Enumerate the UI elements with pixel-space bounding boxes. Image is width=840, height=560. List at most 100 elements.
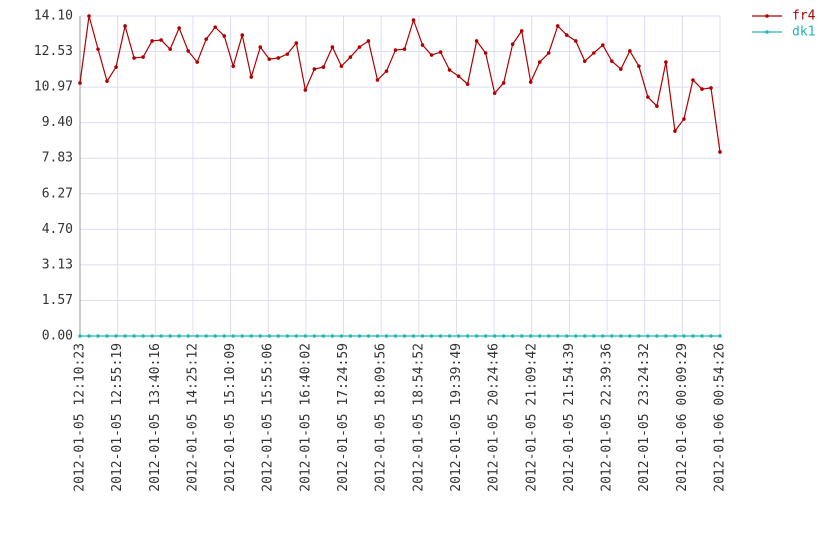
data-point bbox=[168, 47, 172, 51]
data-point bbox=[141, 55, 145, 59]
data-point bbox=[105, 334, 109, 338]
legend-label: dk1 bbox=[792, 25, 815, 40]
data-point bbox=[150, 39, 154, 43]
data-point bbox=[78, 81, 82, 85]
data-point bbox=[204, 37, 208, 41]
data-point bbox=[294, 41, 299, 45]
data-point bbox=[655, 334, 659, 338]
data-point bbox=[691, 78, 695, 82]
x-tick-label: 2012-01-05 13:40:16 bbox=[148, 343, 163, 492]
data-point bbox=[592, 334, 596, 338]
data-point bbox=[267, 57, 272, 61]
data-point bbox=[447, 68, 452, 72]
data-point bbox=[465, 334, 470, 338]
x-tick-label: 2012-01-05 12:55:19 bbox=[110, 343, 125, 492]
data-point bbox=[519, 334, 524, 338]
x-tick-label: 2012-01-05 21:09:42 bbox=[524, 343, 539, 492]
data-point bbox=[610, 59, 614, 63]
data-point bbox=[384, 69, 389, 73]
data-point bbox=[564, 334, 569, 338]
data-point bbox=[429, 334, 434, 338]
data-point bbox=[628, 334, 632, 338]
data-point bbox=[366, 39, 371, 43]
data-point bbox=[186, 49, 190, 53]
data-point bbox=[249, 75, 254, 79]
data-point bbox=[510, 334, 515, 338]
data-point bbox=[628, 49, 632, 53]
data-point bbox=[348, 334, 353, 338]
x-tick-label: 2012-01-05 19:39:49 bbox=[449, 343, 464, 492]
data-point bbox=[195, 60, 199, 64]
y-tick-label: 6.27 bbox=[42, 186, 73, 201]
data-point bbox=[87, 14, 91, 18]
data-point bbox=[357, 45, 362, 49]
data-point bbox=[718, 150, 722, 154]
data-point bbox=[601, 43, 605, 47]
data-point bbox=[330, 45, 335, 49]
data-point bbox=[267, 334, 272, 338]
data-point bbox=[402, 334, 407, 338]
data-point bbox=[285, 334, 290, 338]
x-tick-label: 2012-01-05 15:10:09 bbox=[223, 343, 238, 492]
data-point bbox=[258, 334, 263, 338]
data-point bbox=[582, 59, 587, 63]
data-point bbox=[303, 88, 308, 92]
data-point bbox=[321, 65, 326, 69]
x-tick-label: 2012-01-05 17:24:59 bbox=[336, 343, 351, 492]
y-tick-label: 4.70 bbox=[42, 222, 73, 237]
legend-label: fr4 bbox=[792, 9, 816, 24]
data-point bbox=[700, 334, 704, 338]
data-point bbox=[429, 53, 434, 57]
data-point bbox=[420, 334, 425, 338]
data-point bbox=[321, 334, 326, 338]
data-point bbox=[303, 334, 308, 338]
data-point bbox=[700, 87, 704, 91]
data-point bbox=[519, 29, 524, 33]
data-point bbox=[682, 334, 686, 338]
x-tick-label: 2012-01-05 22:39:36 bbox=[600, 343, 615, 492]
data-point bbox=[132, 334, 136, 338]
x-tick-label: 2012-01-06 00:54:26 bbox=[713, 343, 728, 492]
x-tick-label: 2012-01-05 18:54:52 bbox=[411, 343, 426, 492]
data-point bbox=[105, 79, 109, 83]
data-point bbox=[339, 64, 344, 68]
data-point bbox=[222, 334, 227, 338]
data-point bbox=[150, 334, 154, 338]
y-tick-label: 14.10 bbox=[34, 9, 73, 24]
data-point bbox=[691, 334, 695, 338]
data-point bbox=[357, 334, 362, 338]
data-point bbox=[411, 18, 416, 22]
y-tick-label: 1.57 bbox=[42, 293, 73, 308]
data-point bbox=[204, 334, 208, 338]
data-point bbox=[285, 52, 290, 56]
data-point bbox=[582, 334, 587, 338]
x-tick-label: 2012-01-05 12:10:23 bbox=[73, 343, 88, 492]
x-tick-label: 2012-01-05 16:40:02 bbox=[298, 343, 313, 492]
data-point bbox=[375, 334, 380, 338]
y-tick-label: 12.53 bbox=[34, 44, 73, 59]
data-point bbox=[646, 95, 650, 99]
data-point bbox=[168, 334, 172, 338]
data-point bbox=[718, 334, 722, 338]
y-tick-label: 7.83 bbox=[42, 151, 73, 166]
data-point bbox=[537, 334, 542, 338]
data-point bbox=[96, 47, 100, 51]
data-point bbox=[501, 81, 506, 85]
data-point bbox=[438, 50, 443, 54]
data-point bbox=[231, 334, 236, 338]
legend-marker bbox=[765, 30, 769, 34]
data-point bbox=[195, 334, 199, 338]
series-line bbox=[79, 15, 721, 153]
data-point bbox=[312, 334, 317, 338]
data-point bbox=[402, 47, 407, 51]
data-point bbox=[646, 334, 650, 338]
x-tick-label: 2012-01-05 20:24:46 bbox=[487, 343, 502, 492]
data-point bbox=[114, 65, 118, 69]
data-point bbox=[456, 334, 461, 338]
x-tick-label: 2012-01-05 21:54:39 bbox=[562, 343, 577, 492]
data-point bbox=[96, 334, 100, 338]
data-point bbox=[249, 334, 254, 338]
y-tick-label: 10.97 bbox=[34, 80, 73, 95]
data-point bbox=[339, 334, 344, 338]
